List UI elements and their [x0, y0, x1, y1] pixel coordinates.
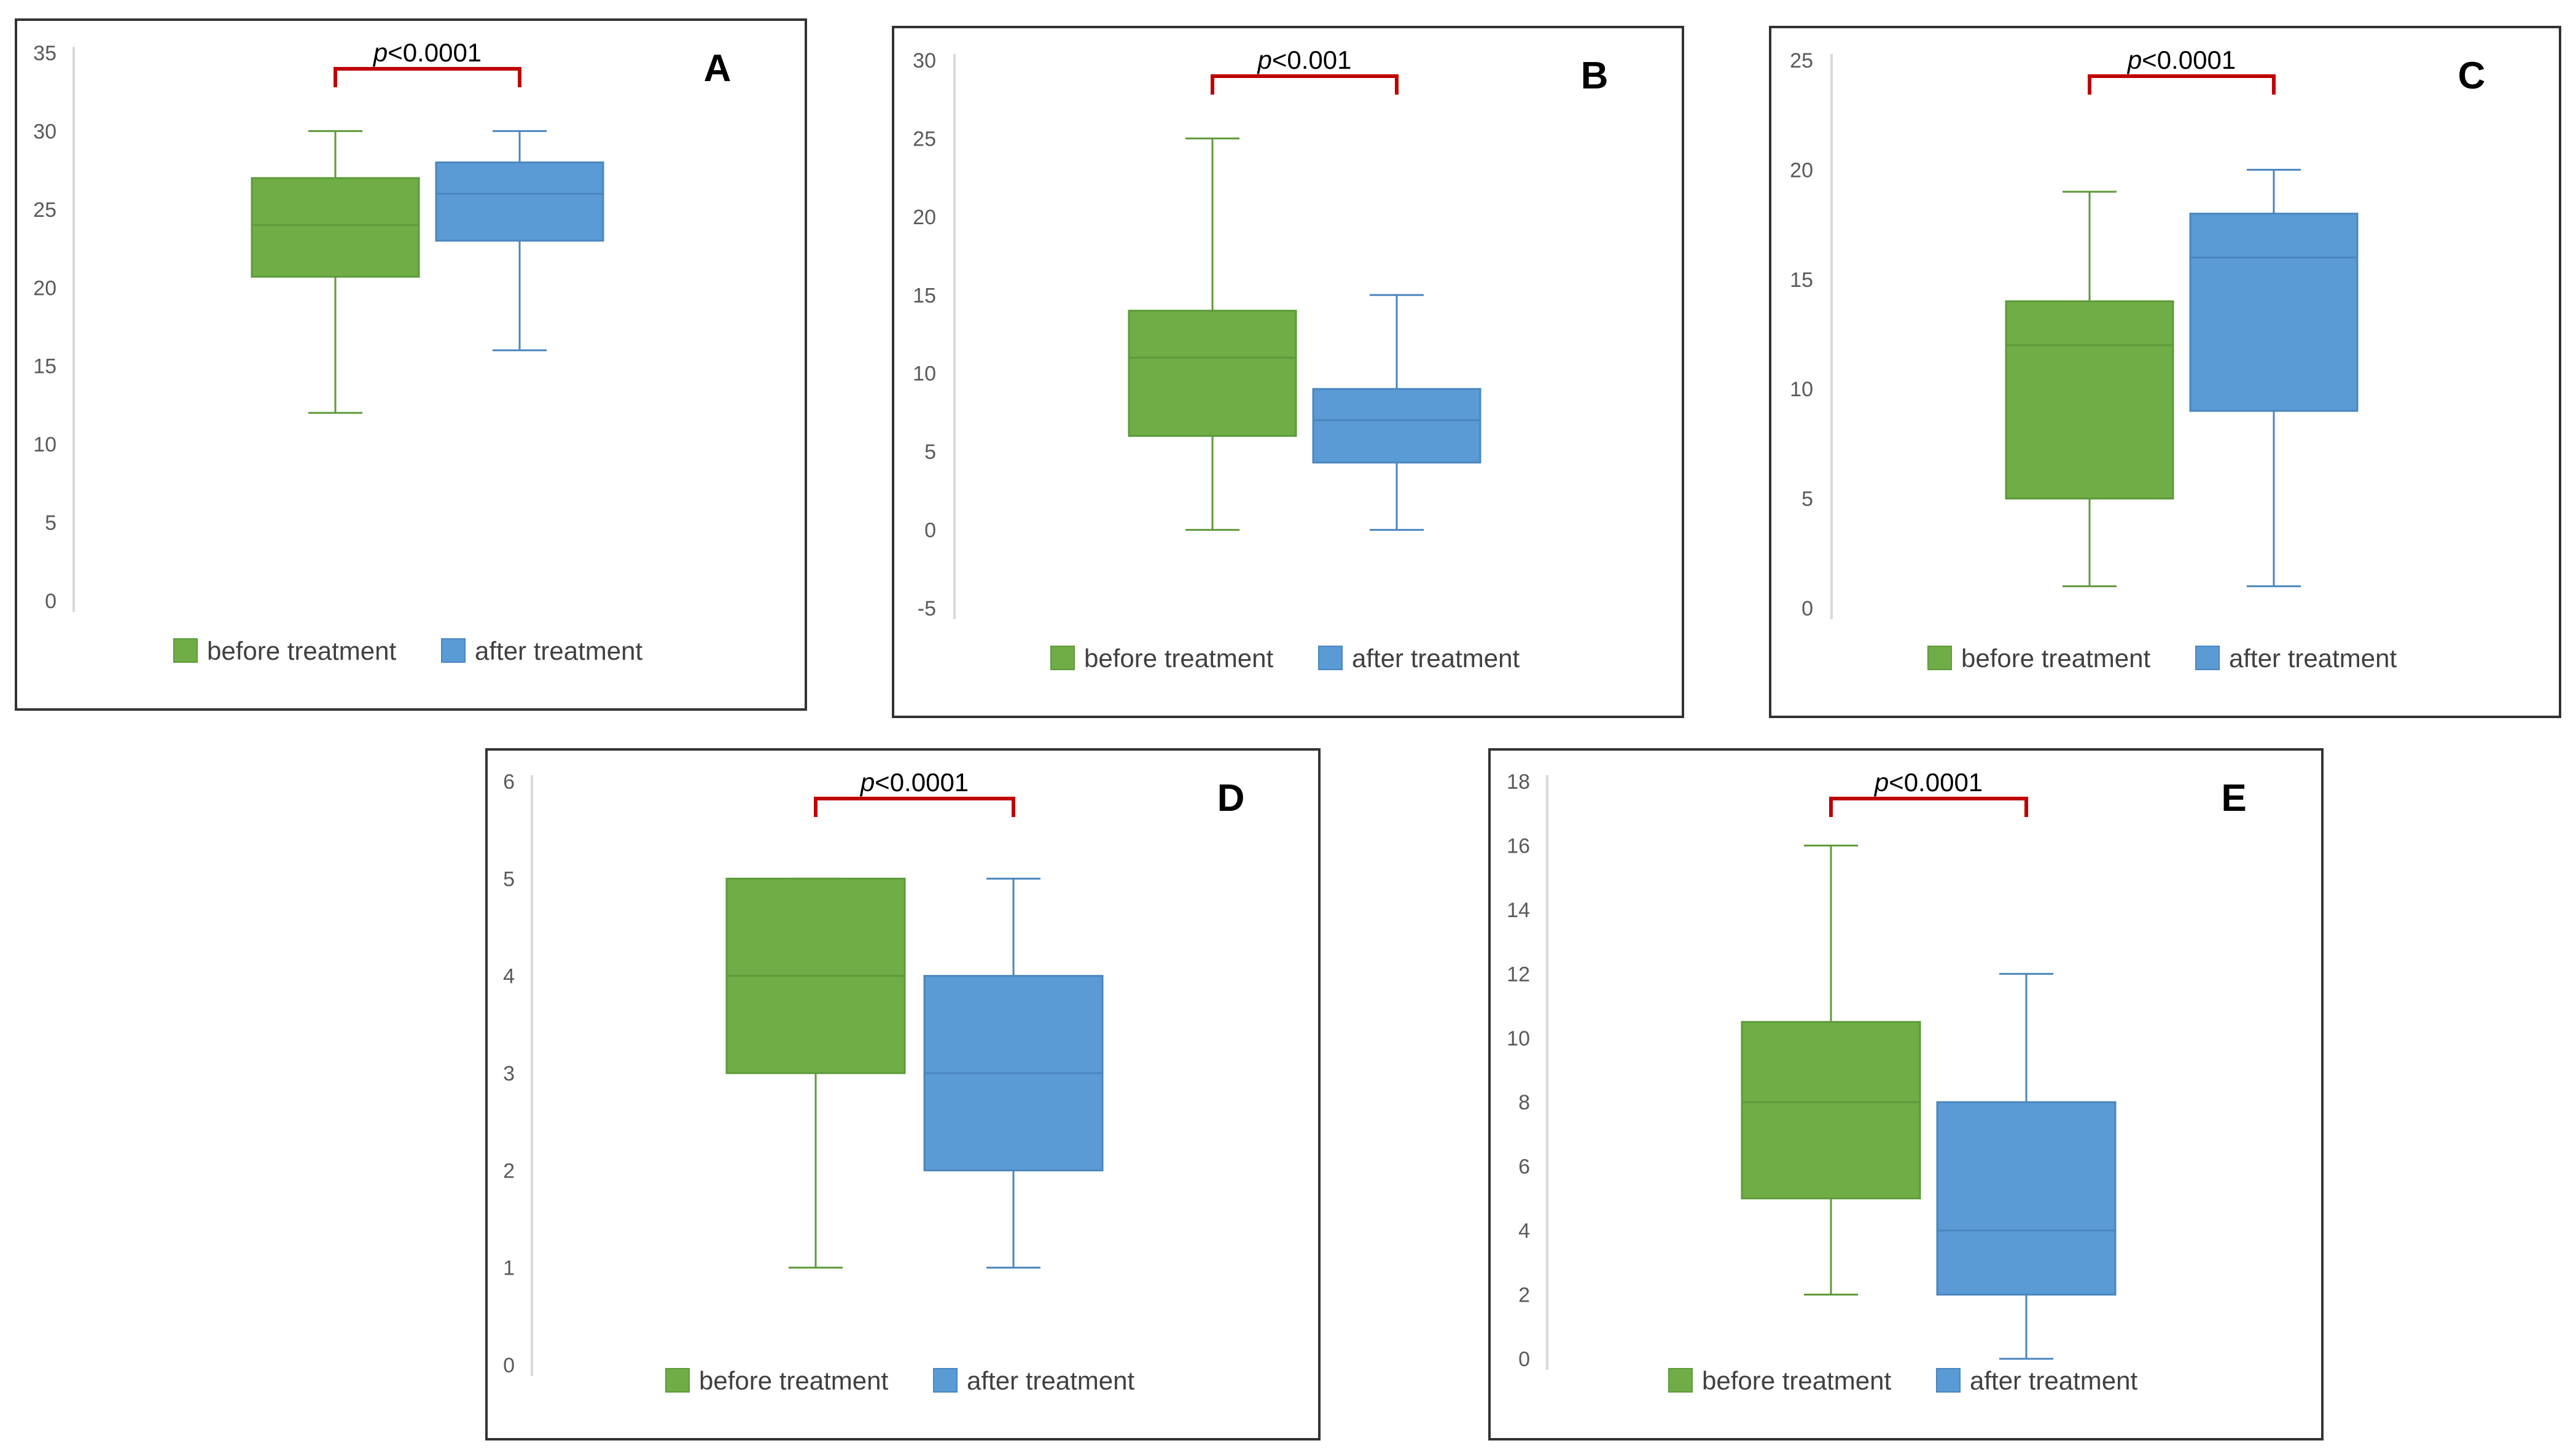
box-before [1741, 1021, 1921, 1200]
y-tick-label: 18 [1507, 770, 1530, 794]
legend-swatch-before [1668, 1368, 1693, 1393]
p-value-annotation: p<0.0001 [859, 768, 969, 797]
y-tick-label: 5 [45, 512, 57, 535]
box-after [435, 161, 604, 242]
legend-label-after: after treatment [475, 636, 642, 665]
y-tick-label: 10 [1790, 378, 1813, 401]
y-tick-label: 20 [33, 276, 57, 300]
y-tick-label: 20 [1790, 158, 1813, 182]
legend-swatch-before [1927, 646, 1952, 670]
y-tick-label: 14 [1507, 899, 1530, 922]
y-tick-label: 6 [503, 770, 515, 794]
box-before [1128, 310, 1297, 437]
y-tick-label: 0 [924, 519, 936, 542]
legend-label-before: before treatment [1961, 644, 2151, 673]
p-value-annotation: p<0.0001 [1873, 768, 1983, 797]
y-tick-label: 2 [1518, 1284, 1530, 1307]
y-tick-label: 25 [1790, 49, 1813, 72]
y-tick-label: 30 [913, 49, 936, 72]
y-tick-label: 0 [1801, 597, 1813, 620]
significance-bracket [334, 67, 521, 87]
panel-label: C [2458, 55, 2486, 97]
significance-bracket [1211, 74, 1399, 95]
legend-label-before: before treatment [207, 636, 397, 665]
y-tick-label: 15 [913, 284, 936, 307]
y-tick-label: 10 [913, 362, 936, 386]
legend-swatch-before [173, 638, 198, 663]
legend-swatch-after [1318, 646, 1343, 670]
legend-label-after: after treatment [2229, 644, 2397, 673]
legend-label-after: after treatment [1352, 644, 1520, 673]
y-tick-label: 15 [33, 355, 57, 378]
box-before [2005, 300, 2174, 500]
panel-label: B [1581, 55, 1609, 97]
y-tick-label: 0 [45, 590, 57, 613]
box-before [251, 177, 420, 278]
legend-label-before: before treatment [699, 1366, 889, 1395]
significance-bracket [1829, 797, 2028, 817]
significance-bracket [2088, 74, 2276, 95]
panel-label: D [1217, 777, 1245, 819]
y-tick-label: 1 [503, 1257, 515, 1280]
y-tick-label: 16 [1507, 834, 1530, 858]
legend-swatch-before [665, 1368, 690, 1393]
y-tick-label: 4 [503, 965, 515, 988]
y-tick-label: 5 [924, 440, 936, 464]
y-tick-label: 4 [1518, 1219, 1530, 1243]
y-tick-label: 30 [33, 120, 57, 143]
y-tick-label: 25 [33, 198, 57, 222]
y-tick-label: 20 [913, 206, 936, 229]
y-tick-label: -5 [918, 597, 936, 620]
p-value-annotation: p<0.0001 [2126, 45, 2236, 74]
box-after [1936, 1101, 2117, 1296]
significance-bracket [814, 797, 1015, 817]
legend-label-after: after treatment [1970, 1366, 2137, 1395]
legend-swatch-before [1050, 646, 1075, 670]
panel-label: E [2221, 777, 2246, 819]
y-tick-label: 25 [913, 127, 936, 150]
p-value-annotation: p<0.001 [1257, 45, 1352, 74]
legend-swatch-after [2195, 646, 2220, 670]
legend-label-before: before treatment [1702, 1366, 1892, 1395]
box-after [2189, 213, 2359, 412]
y-tick-label: 15 [1790, 268, 1813, 292]
y-tick-label: 5 [503, 867, 515, 891]
y-tick-label: 5 [1801, 488, 1813, 511]
y-tick-label: 0 [503, 1354, 515, 1377]
y-tick-label: 8 [1518, 1091, 1530, 1114]
y-tick-label: 0 [1518, 1348, 1530, 1371]
y-tick-label: 2 [503, 1159, 515, 1182]
y-tick-label: 3 [503, 1062, 515, 1085]
legend-label-before: before treatment [1084, 644, 1274, 673]
y-tick-label: 6 [1518, 1155, 1530, 1179]
legend-swatch-after [1936, 1368, 1961, 1393]
y-tick-label: 35 [33, 42, 57, 65]
y-tick-label: 10 [1507, 1027, 1530, 1050]
y-tick-label: 12 [1507, 963, 1530, 986]
panel-label: A [704, 47, 732, 90]
legend-label-after: after treatment [967, 1366, 1134, 1395]
box-after [1312, 388, 1481, 464]
y-tick-label: 10 [33, 433, 57, 456]
legend-swatch-after [933, 1368, 958, 1393]
legend-swatch-after [441, 638, 466, 663]
p-value-annotation: p<0.0001 [372, 38, 482, 67]
